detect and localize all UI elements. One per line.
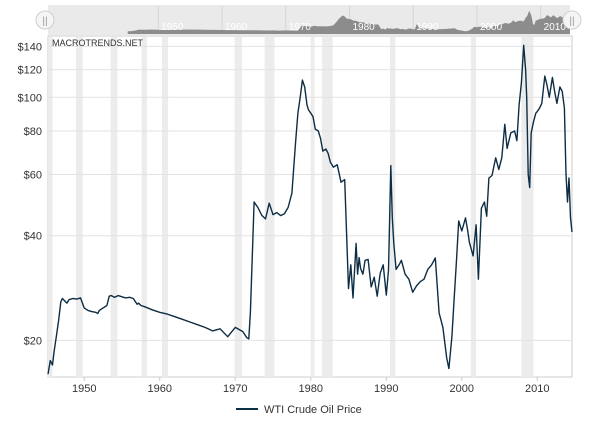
- recession-band: [264, 37, 275, 377]
- legend-label: WTI Crude Oil Price: [264, 404, 362, 416]
- x-tick-label: 2010: [525, 383, 549, 395]
- navigator-tick-label: 1980: [352, 22, 375, 33]
- recession-band: [110, 37, 118, 377]
- navigator-tick-label: 1960: [225, 22, 248, 33]
- plot-frame: [47, 35, 573, 378]
- gridlines: [48, 45, 572, 341]
- navigator-tick-label: 1970: [289, 22, 312, 33]
- navigator-area: [127, 10, 570, 34]
- recession-band: [162, 37, 169, 377]
- y-tick-label: $20: [24, 335, 42, 347]
- x-tick-label: 1960: [148, 383, 172, 395]
- recession-band: [310, 37, 315, 377]
- recession-band: [75, 37, 83, 377]
- y-tick-label: $100: [18, 92, 42, 104]
- y-axis: $20 $40 $60 $80 $100 $120 $140: [18, 41, 42, 347]
- range-navigator[interactable]: 1950 1960 1970 1980 1990 2000 2010 || ||: [35, 5, 582, 35]
- x-axis: 1950 1960 1970 1980 1990 2000 2010: [72, 377, 550, 395]
- grip-icon: ||: [42, 16, 47, 27]
- series-line-wti: [47, 44, 573, 375]
- navigator-left-handle[interactable]: ||: [35, 10, 55, 30]
- recession-band: [141, 37, 147, 377]
- navigator-tick-label: 2000: [480, 22, 503, 33]
- navigator-labels: 1950 1960 1970 1980 1990 2000 2010: [161, 22, 566, 33]
- watermark: MACROTRENDS.NET: [52, 38, 144, 48]
- x-tick-label: 1970: [223, 383, 247, 395]
- x-tick-label: 1990: [374, 383, 398, 395]
- x-tick-label: 1980: [299, 383, 323, 395]
- x-tick-label: 2000: [450, 383, 474, 395]
- recession-band: [48, 37, 53, 377]
- y-tick-label: $120: [18, 65, 42, 77]
- navigator-right-handle[interactable]: ||: [562, 10, 582, 30]
- y-tick-label: $60: [24, 169, 42, 181]
- grip-icon: ||: [569, 16, 574, 27]
- recession-band: [234, 37, 243, 377]
- recession-band: [470, 37, 477, 377]
- x-tick-label: 1950: [72, 383, 96, 395]
- recession-band: [322, 37, 333, 377]
- legend[interactable]: WTI Crude Oil Price: [236, 404, 362, 416]
- y-tick-label: $40: [24, 231, 42, 243]
- navigator-tick-label: 1990: [416, 22, 439, 33]
- recession-band: [521, 37, 534, 377]
- navigator-tick-label: 1950: [161, 22, 184, 33]
- navigator-tick-label: 2010: [544, 22, 567, 33]
- y-tick-label: $140: [18, 41, 42, 53]
- plot-area: MACROTRENDS.NET: [47, 35, 573, 378]
- y-tick-label: $80: [24, 126, 42, 138]
